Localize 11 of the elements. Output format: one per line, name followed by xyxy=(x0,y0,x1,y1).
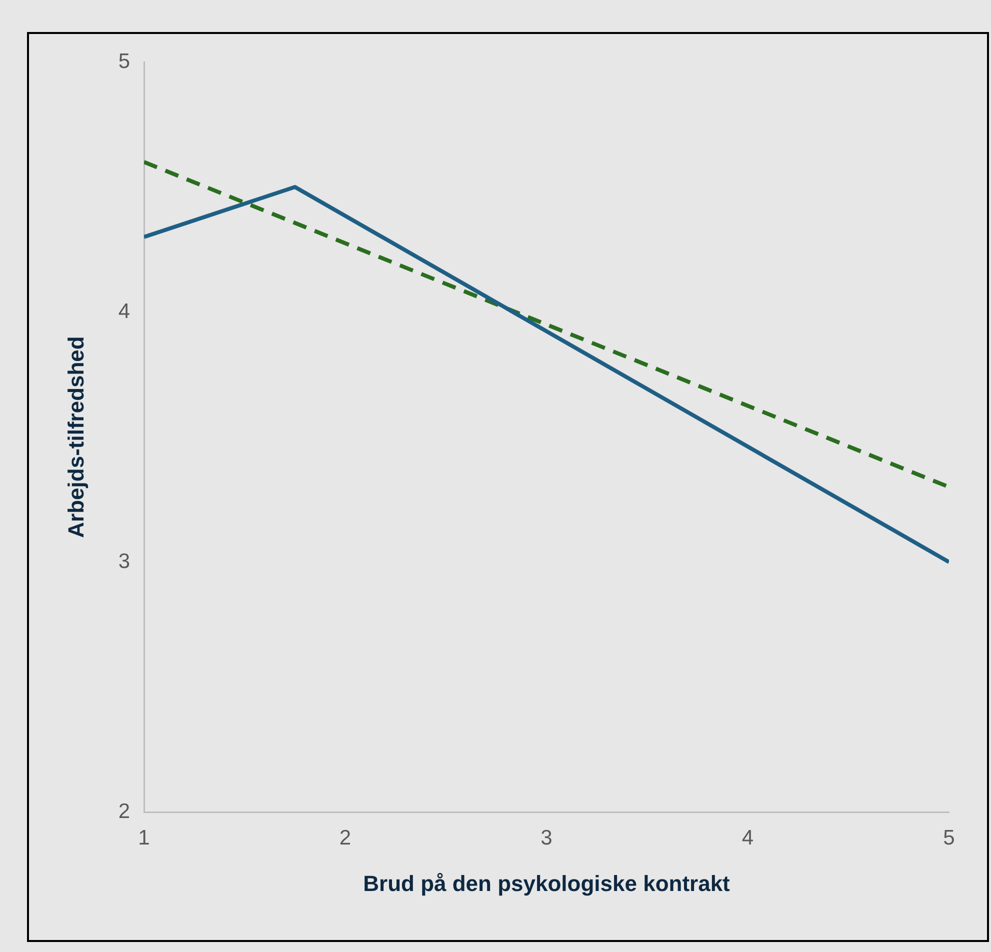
y-tick-label: 3 xyxy=(118,550,130,573)
x-tick-label: 4 xyxy=(742,826,754,850)
x-tick-label: 2 xyxy=(339,826,352,850)
y-tick-label: 2 xyxy=(118,800,130,823)
x-tick-label: 1 xyxy=(138,826,150,850)
x-tick-label: 3 xyxy=(540,826,552,850)
y-axis-title: Arbejds-tilfredshed xyxy=(63,336,88,538)
x-axis-title: Brud på den psykologiske kontrakt xyxy=(363,870,731,896)
y-tick-label: 5 xyxy=(118,50,130,73)
x-tick-label: 5 xyxy=(943,826,955,850)
y-tick-label: 4 xyxy=(118,300,130,323)
